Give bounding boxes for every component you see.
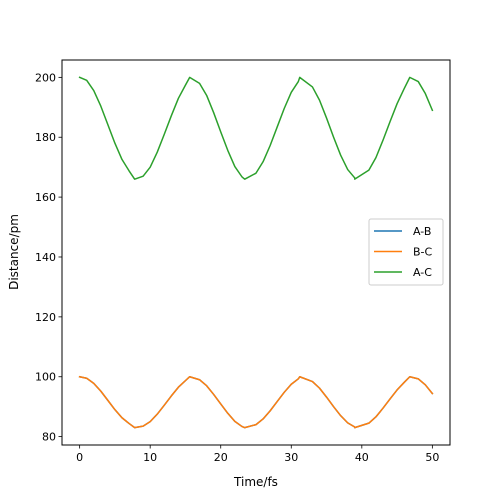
y-tick-label: 180 — [35, 131, 56, 144]
legend-frame — [368, 218, 444, 286]
y-tick-label: 80 — [42, 431, 56, 444]
series-line-b-c — [78, 375, 434, 429]
legend-label: A-B — [413, 225, 431, 238]
y-tick-label: 200 — [35, 71, 56, 84]
legend: A-B B-C A-C — [368, 218, 444, 286]
y-axis: 80 100 120 140 160 180 200 — [35, 71, 62, 444]
x-tick-label: 30 — [284, 451, 298, 464]
y-tick-label: 160 — [35, 191, 56, 204]
x-tick-label: 50 — [425, 451, 439, 464]
series-line-a-c — [78, 76, 434, 180]
y-tick-label: 140 — [35, 251, 56, 264]
x-tick-label: 10 — [143, 451, 157, 464]
series-layer — [78, 76, 434, 429]
x-tick-label: 0 — [76, 451, 83, 464]
y-tick-label: 100 — [35, 371, 56, 384]
x-axis: 0 10 20 30 40 50 — [76, 445, 439, 464]
y-tick-label: 120 — [35, 311, 56, 324]
legend-label: A-C — [413, 266, 432, 279]
y-axis-label: Distance/pm — [7, 214, 21, 290]
x-axis-label: Time/fs — [233, 475, 278, 489]
x-tick-label: 20 — [214, 451, 228, 464]
x-tick-label: 40 — [355, 451, 369, 464]
legend-label: B-C — [413, 246, 433, 259]
plot-frame — [61, 59, 451, 446]
